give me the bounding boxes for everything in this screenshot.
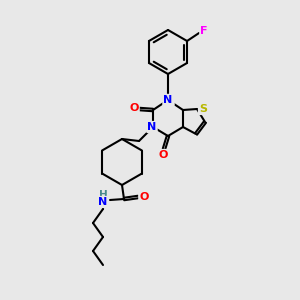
Text: N: N <box>164 95 174 105</box>
Text: F: F <box>200 26 208 36</box>
Text: O: O <box>158 150 168 160</box>
Text: O: O <box>139 192 149 202</box>
Text: O: O <box>129 103 139 113</box>
Text: N: N <box>98 197 108 207</box>
Text: H: H <box>99 190 107 200</box>
Text: N: N <box>164 95 172 105</box>
Text: S: S <box>199 104 207 114</box>
Text: N: N <box>147 122 157 132</box>
